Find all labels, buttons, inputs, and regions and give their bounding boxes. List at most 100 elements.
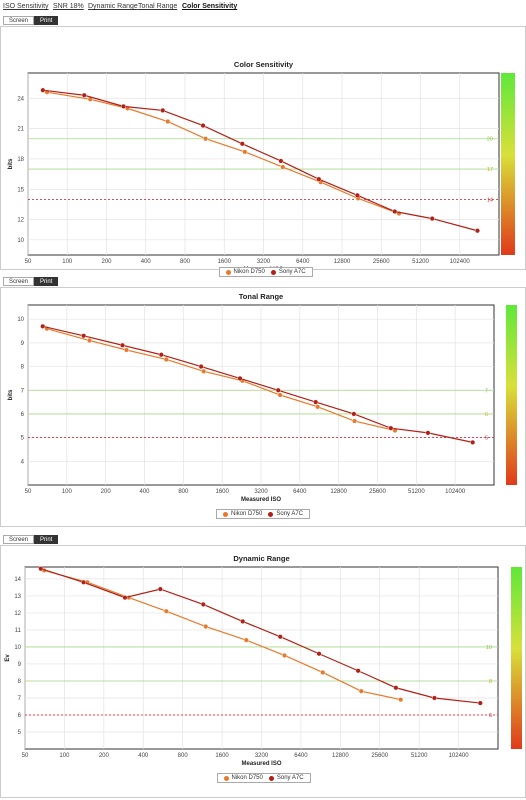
data-point — [198, 364, 204, 370]
data-point — [40, 87, 46, 93]
color-scale-bar — [511, 567, 522, 749]
x-axis-label: Measured ISO — [241, 761, 281, 767]
print-button[interactable]: Print — [34, 277, 59, 286]
data-point — [87, 338, 93, 344]
screen-button[interactable]: Screen — [3, 16, 35, 25]
scale-label: 17 — [487, 167, 493, 173]
x-tick-label: 6400 — [294, 753, 308, 759]
legend-item-sony[interactable]: Sony A7C — [268, 775, 304, 781]
scale-label: 14 — [487, 197, 493, 203]
x-tick-label: 100 — [59, 753, 70, 759]
print-button[interactable]: Print — [34, 16, 59, 25]
legend-item-nikon[interactable]: Nikon D750 — [223, 511, 262, 517]
x-tick-label: 6400 — [296, 259, 310, 265]
legend-item-nikon[interactable]: Nikon D750 — [223, 775, 263, 781]
x-tick-label: 800 — [178, 489, 189, 495]
data-point — [280, 164, 286, 170]
chart-title: Tonal Range — [239, 292, 283, 301]
series-line-sony — [42, 89, 478, 232]
dynamic-range-chart: Dynamic Range 50 100 200 400 800 1600 3200 6400 1… — [5, 554, 522, 767]
data-point — [119, 342, 125, 348]
x-tick-label: 102400 — [449, 753, 470, 759]
x-tick-label: 51200 — [412, 259, 429, 265]
data-point — [316, 176, 322, 182]
tab-tonal-range[interactable]: Tonal Range — [138, 3, 178, 10]
x-tick-label: 200 — [99, 753, 110, 759]
scale-label: 20 — [487, 137, 493, 143]
x-tick-label: 3200 — [254, 489, 268, 495]
data-point — [315, 404, 321, 410]
legend-label: Sony A7C — [276, 511, 304, 517]
data-point — [123, 347, 129, 353]
y-tick-label: 8 — [21, 365, 25, 371]
view-toggle-1: Screen Print — [3, 16, 59, 25]
tab-iso-sensitivity[interactable]: ISO Sensitivity — [3, 3, 49, 10]
x-tick-label: 100 — [62, 489, 73, 495]
data-point — [477, 700, 483, 706]
measurement-tabs: ISO Sensitivity SNR 18% Dynamic Range To… — [0, 0, 526, 14]
data-point — [163, 608, 169, 614]
data-point — [163, 356, 169, 362]
y-tick-label: 18 — [17, 157, 24, 163]
legend-marker — [225, 269, 231, 275]
y-axis-label: bits — [8, 389, 14, 400]
x-tick-label: 25600 — [371, 753, 388, 759]
y-tick-label: 5 — [18, 730, 22, 736]
x-tick-label: 102400 — [450, 259, 471, 265]
tonal-range-chart-frame: Tonal Range 50 100 200 400 800 1600 3200 6400 128… — [0, 287, 526, 527]
data-point — [354, 192, 360, 198]
y-tick-label: 6 — [21, 412, 25, 418]
x-tick-label: 12800 — [334, 259, 351, 265]
legend-item-sony[interactable]: Sony A7C — [270, 269, 306, 275]
legend-item-nikon[interactable]: Nikon D750 — [225, 269, 265, 275]
series-line-nikon — [46, 328, 396, 432]
legend-item-sony[interactable]: Sony A7C — [268, 511, 303, 517]
y-tick-label: 4 — [21, 459, 25, 465]
x-tick-label: 800 — [180, 259, 191, 265]
y-tick-label: 21 — [17, 127, 24, 133]
data-point — [429, 216, 435, 222]
x-tick-label: 50 — [22, 753, 29, 759]
x-tick-label: 400 — [139, 489, 150, 495]
data-point — [474, 228, 480, 234]
tonal-range-chart: Tonal Range 50 100 200 400 800 1600 3200 6400 128… — [8, 292, 517, 503]
x-tick-label: 3200 — [255, 753, 269, 759]
legend-label: Sony A7C — [276, 775, 304, 781]
x-tick-label: 25600 — [373, 259, 390, 265]
data-point — [392, 209, 398, 215]
view-toggle-3: Screen Print — [3, 535, 59, 544]
legend-label: Nikon D750 — [231, 511, 263, 517]
color-scale-bar — [506, 305, 517, 485]
screen-button[interactable]: Screen — [3, 535, 35, 544]
y-tick-label: 24 — [17, 96, 24, 102]
x-tick-label: 12800 — [330, 489, 347, 495]
y-tick-label: 7 — [18, 696, 22, 702]
chart-legend: Nikon D750 Sony A7C — [216, 773, 311, 783]
y-tick-label: 5 — [21, 436, 25, 442]
data-point — [275, 387, 281, 393]
data-point — [470, 439, 476, 445]
y-tick-label: 7 — [21, 388, 25, 394]
data-point — [81, 92, 87, 98]
legend-marker — [268, 775, 274, 781]
legend-label: Nikon D750 — [233, 269, 265, 275]
x-tick-label: 25600 — [369, 489, 386, 495]
tab-snr[interactable]: SNR 18% — [53, 3, 84, 10]
data-point — [320, 669, 326, 675]
tab-dynamic-range[interactable]: Dynamic Range — [88, 3, 138, 10]
legend-marker — [223, 775, 229, 781]
x-tick-label: 1600 — [215, 489, 229, 495]
view-toggle-2: Screen Print — [3, 277, 59, 286]
data-point — [120, 103, 126, 109]
print-button[interactable]: Print — [34, 535, 59, 544]
tab-color-sensitivity[interactable]: Color Sensitivity — [182, 3, 238, 10]
scale-label: 7 — [485, 388, 488, 394]
data-point — [425, 430, 431, 436]
data-point — [313, 399, 319, 405]
scale-label: 10 — [486, 645, 492, 651]
data-point — [201, 368, 207, 374]
data-point — [277, 634, 283, 640]
screen-button[interactable]: Screen — [3, 277, 35, 286]
series-line-sony — [42, 325, 473, 443]
data-point — [358, 688, 364, 694]
